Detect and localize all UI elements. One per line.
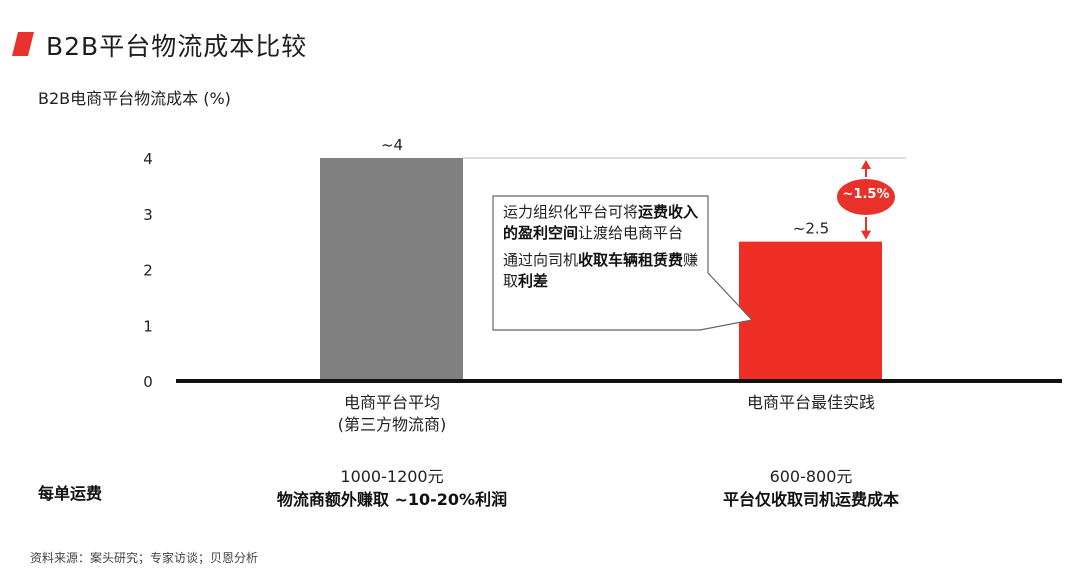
difference-label: ~1.5% [842, 187, 890, 202]
bar-1 [739, 241, 882, 381]
title-accent-icon [12, 32, 34, 56]
callout-text: 运力组织化平台可将运费收入的盈利空间让渡给电商平台 通过向司机收取车辆租赁费赚取… [503, 202, 703, 298]
right-note: 平台仅收取司机运费成本 [722, 490, 899, 509]
left-note: 物流商额外赚取 ~10-20%利润 [276, 490, 508, 509]
bar-value-label-0: ~4 [381, 136, 403, 154]
category-label-left: 电商平台平均 (第三方物流商) [292, 392, 492, 436]
category-label-right: 电商平台最佳实践 [711, 392, 911, 414]
callout-text-1a: 运力组织化平台可将 [503, 203, 639, 221]
callout-text-1c: 让渡给电商平台 [578, 224, 684, 242]
difference-badge [835, 177, 897, 217]
bar-value-label-1: ~2.5 [793, 220, 829, 238]
callout-text-2a: 通过向司机 [503, 251, 579, 269]
callout-box [492, 195, 754, 331]
callout-text-1b: 运费收入的盈利空间 [503, 203, 699, 242]
page-title: B2B平台物流成本比较 [46, 32, 308, 61]
freight-row-label: 每单运费 [38, 484, 103, 503]
callout-text-2d: 利差 [518, 272, 549, 290]
source-note: 资料来源：案头研究；专家访谈；贝恩分析 [30, 551, 259, 565]
y-tick-label: 3 [143, 206, 153, 224]
left-price: 1000-1200元 [340, 467, 444, 486]
callout-text-2c: 赚取 [503, 251, 699, 290]
y-tick-label: 2 [143, 262, 153, 280]
category-label-left-line2: (第三方物流商) [337, 415, 447, 434]
y-tick-label: 0 [143, 373, 153, 391]
category-label-left-line1: 电商平台平均 [343, 393, 440, 412]
y-tick-label: 4 [143, 150, 153, 168]
y-axis-label: B2B电商平台物流成本 (%) [38, 89, 231, 108]
bar-0 [320, 158, 463, 381]
callout-text-2b: 收取车辆租赁费 [578, 251, 684, 269]
y-tick-label: 1 [143, 317, 153, 335]
category-label-right-line1: 电商平台最佳实践 [746, 393, 875, 412]
right-price: 600-800元 [769, 467, 853, 486]
